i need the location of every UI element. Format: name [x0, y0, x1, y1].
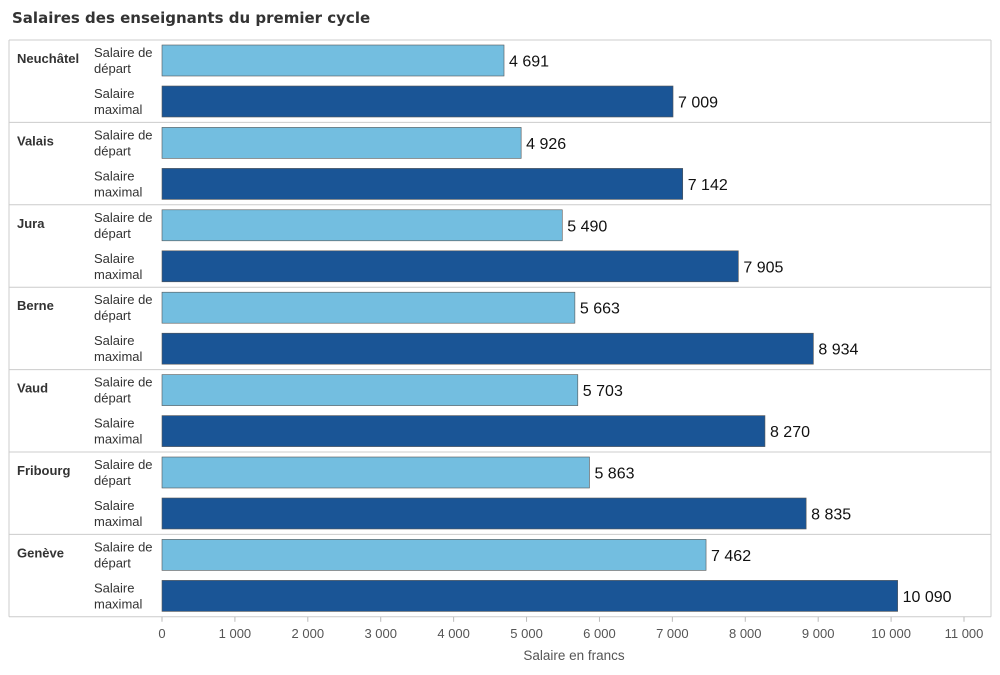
bar-salaire-depart [161, 291, 576, 324]
series-row-label: maximal [94, 432, 143, 447]
value-label: 7 905 [743, 259, 783, 276]
series-row-label: Salaire [94, 416, 134, 431]
series-row-label: Salaire de [94, 292, 153, 307]
series-row-label: départ [94, 226, 131, 241]
value-label: 8 270 [770, 424, 810, 441]
series-row-label: maximal [94, 267, 143, 282]
category-label: Vaud [17, 381, 48, 396]
value-label: 10 090 [903, 589, 952, 606]
value-label: 5 703 [583, 383, 623, 400]
series-row-label: départ [94, 473, 131, 488]
series-row-label: départ [94, 308, 131, 323]
series-row-label: Salaire [94, 580, 134, 595]
category-label: Berne [17, 298, 54, 313]
bar-salaire-maximal [161, 250, 739, 283]
bar-salaire-maximal [161, 168, 684, 200]
category-label: Genève [17, 545, 64, 560]
bar-salaire-depart [161, 44, 505, 77]
bar-salaire-maximal [161, 580, 898, 612]
value-label: 8 835 [811, 507, 851, 524]
series-row-label: Salaire [94, 498, 134, 513]
series-row-label: Salaire de [94, 45, 153, 60]
category-label: Valais [17, 133, 54, 148]
series-row-label: départ [94, 61, 131, 76]
bar-salaire-maximal [161, 332, 814, 365]
series-row-label: maximal [94, 514, 143, 529]
value-label: 7 462 [711, 548, 751, 565]
value-label: 5 863 [594, 466, 634, 483]
x-tick-label: 3 000 [364, 626, 397, 641]
series-row-label: Salaire [94, 333, 134, 348]
x-axis-title: Salaire en francs [523, 648, 625, 663]
category-label: Fribourg [17, 463, 70, 478]
x-tick-label: 4 000 [437, 626, 470, 641]
x-tick-label: 6 000 [583, 626, 616, 641]
bar-salaire-depart [161, 374, 579, 406]
bar-salaire-depart [161, 539, 707, 571]
series-row-label: Salaire [94, 251, 134, 266]
value-label: 4 691 [509, 54, 549, 71]
series-row-label: départ [94, 143, 131, 158]
bar-salaire-depart [161, 209, 563, 242]
series-row-label: Salaire de [94, 457, 153, 472]
bar-salaire-maximal [161, 497, 807, 530]
bar-salaire-depart [161, 456, 590, 489]
series-row-label: Salaire de [94, 210, 153, 225]
series-row-label: Salaire de [94, 375, 153, 390]
x-tick-label: 2 000 [292, 626, 325, 641]
value-label: 7 142 [688, 177, 728, 194]
category-label: Neuchâtel [17, 51, 79, 66]
value-label: 5 663 [580, 301, 620, 318]
series-row-label: maximal [94, 596, 143, 611]
series-row-label: Salaire [94, 86, 134, 101]
x-tick-label: 5 000 [510, 626, 543, 641]
series-row-label: maximal [94, 102, 143, 117]
value-label: 4 926 [526, 136, 566, 153]
series-row-label: maximal [94, 184, 143, 199]
x-tick-label: 0 [158, 626, 165, 641]
category-label: Jura [17, 216, 45, 231]
series-row-label: départ [94, 391, 131, 406]
x-tick-label: 1 000 [219, 626, 252, 641]
series-row-label: Salaire de [94, 539, 153, 554]
bar-salaire-maximal [161, 85, 674, 118]
series-row-label: maximal [94, 349, 143, 364]
chart-title: Salaires des enseignants du premier cycl… [12, 9, 371, 27]
x-tick-label: 7 000 [656, 626, 689, 641]
series-row-label: Salaire [94, 168, 134, 183]
series-row-label: départ [94, 555, 131, 570]
bar-salaire-depart [161, 127, 522, 159]
value-label: 5 490 [567, 218, 607, 235]
x-tick-label: 10 000 [871, 626, 911, 641]
x-tick-label: 11 000 [945, 626, 984, 641]
x-tick-label: 9 000 [802, 626, 835, 641]
value-label: 7 009 [678, 95, 718, 112]
bar-salaire-maximal [161, 415, 766, 447]
x-tick-label: 8 000 [729, 626, 762, 641]
series-row-label: Salaire de [94, 127, 153, 142]
value-label: 8 934 [818, 342, 858, 359]
